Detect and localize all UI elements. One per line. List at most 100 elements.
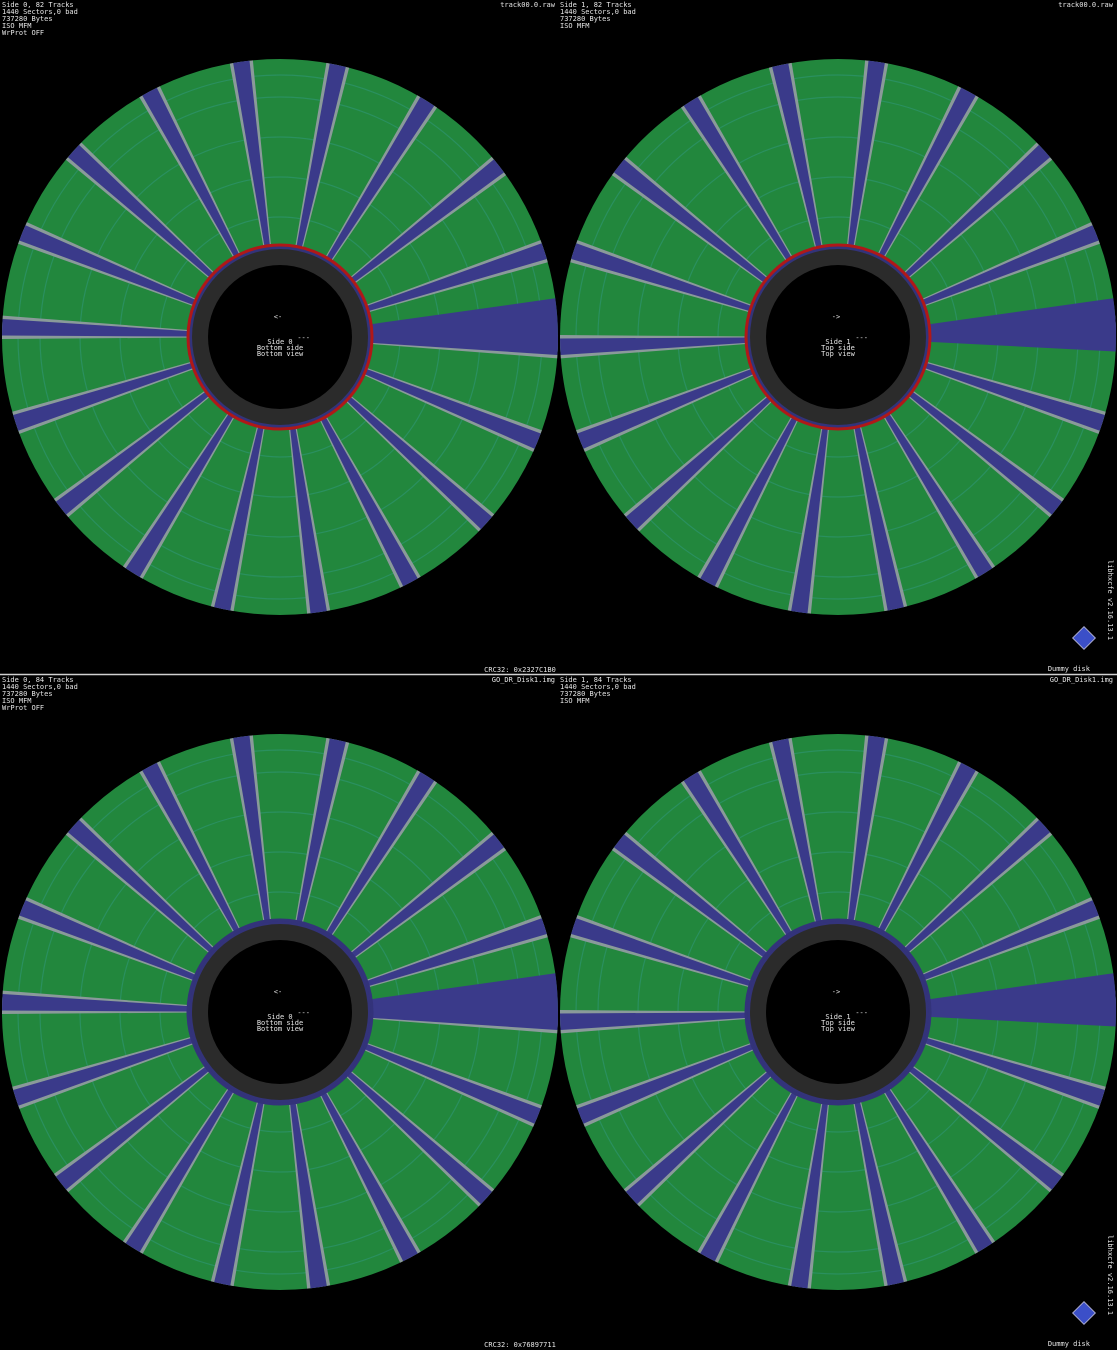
sector-gap — [577, 368, 754, 449]
sector-gap — [366, 918, 547, 987]
sector-gap — [296, 738, 346, 923]
sector-gap — [214, 1101, 264, 1286]
sector-gap — [848, 60, 885, 247]
sector-gap — [854, 426, 904, 611]
sector-gap — [613, 834, 768, 958]
sector-gap — [878, 762, 976, 933]
sector-gap — [320, 1091, 418, 1262]
sector-gap — [2, 994, 189, 1012]
center-label: Top side — [821, 1019, 855, 1027]
sector-gap — [13, 362, 194, 431]
center-label: Top side — [821, 344, 855, 352]
info-line: 1440 Sectors,0 bad — [2, 683, 78, 691]
hub-hole — [766, 940, 910, 1084]
info-line: 1440 Sectors,0 bad — [560, 683, 636, 691]
sector-gap — [791, 1102, 828, 1289]
sector-gap — [19, 225, 196, 306]
sector-gap — [908, 1066, 1063, 1190]
sector-gap — [854, 1101, 904, 1286]
info-line: ISO MFM — [560, 22, 590, 30]
sector-gap — [922, 900, 1099, 981]
center-label: Top view — [821, 1025, 856, 1033]
sector-gap — [296, 63, 346, 248]
sector-gap — [884, 1088, 993, 1253]
sector-gap — [125, 413, 234, 578]
logo — [1071, 625, 1097, 651]
sector-gap — [233, 735, 270, 922]
file-name: GO_DR_Disk1.img — [492, 676, 555, 684]
center-label: --- — [855, 334, 868, 342]
sector-gap — [560, 1012, 747, 1030]
sector-gap — [326, 771, 435, 936]
center-label: Top view — [821, 350, 856, 358]
info-line: 737280 Bytes — [2, 15, 53, 23]
info-line: ISO MFM — [2, 697, 32, 705]
info-line: Side 1, 82 Tracks — [560, 1, 632, 9]
sector-gap — [55, 1066, 210, 1190]
info-line: 737280 Bytes — [2, 690, 53, 698]
sector-gap — [55, 391, 210, 515]
center-label: --- — [855, 1009, 868, 1017]
center-label: -> — [832, 313, 840, 321]
sector-gap — [290, 1102, 327, 1289]
file-name: track00.0.raw — [1058, 1, 1114, 9]
center-label: Bottom side — [257, 1019, 303, 1027]
disk-name: Dummy disk — [1048, 665, 1091, 673]
info-line: 737280 Bytes — [560, 690, 611, 698]
info-line: ISO MFM — [2, 22, 32, 30]
sector-gap — [233, 60, 270, 247]
info-line: Side 1, 84 Tracks — [560, 676, 632, 684]
sector-gap — [908, 391, 1063, 515]
sector-gap — [13, 1037, 194, 1106]
sector-gap — [924, 362, 1105, 431]
info-line: WrProt OFF — [2, 704, 44, 712]
center-label: Bottom view — [257, 350, 304, 358]
sector-gap — [67, 819, 214, 953]
center-label: Side 0 — [267, 1013, 292, 1021]
sector-gap — [848, 735, 885, 922]
version-label: libhxcfe v2.16.13.1 — [1106, 560, 1114, 640]
info-line: ISO MFM — [560, 697, 590, 705]
sector-gap — [142, 762, 240, 933]
hub-hole — [766, 265, 910, 409]
sector-gap — [791, 427, 828, 614]
sector-gap — [67, 144, 214, 278]
sector-gap — [683, 96, 792, 261]
hub-hole — [208, 940, 352, 1084]
sector-gap — [700, 416, 798, 587]
center-label: Side 1 — [825, 1013, 850, 1021]
sector-gap — [364, 368, 541, 449]
sector-gap — [125, 1088, 234, 1253]
sector-gap — [625, 396, 772, 530]
sector-gap — [878, 87, 976, 258]
sector-gap — [904, 819, 1051, 953]
sector-gap — [19, 900, 196, 981]
center-label: Side 1 — [825, 338, 850, 346]
sector-gap — [346, 396, 493, 530]
sector-gap — [350, 159, 505, 283]
center-label: Side 0 — [267, 338, 292, 346]
sector-gap — [350, 834, 505, 958]
center-label: Bottom side — [257, 344, 303, 352]
sector-gap — [700, 1091, 798, 1262]
sector-gap — [2, 319, 189, 337]
logo — [1071, 1300, 1097, 1326]
sector-gap — [320, 416, 418, 587]
center-label: Bottom view — [257, 1025, 304, 1033]
sector-gap — [625, 1071, 772, 1205]
disk-name: Dummy disk — [1048, 1340, 1091, 1348]
sector-gap — [613, 159, 768, 283]
version-label: libhxcfe v2.16.13.1 — [1106, 1235, 1114, 1315]
file-name: track00.0.raw — [500, 1, 556, 9]
sector-gap — [214, 426, 264, 611]
sector-gap — [884, 413, 993, 578]
info-line: Side 0, 82 Tracks — [2, 1, 74, 9]
index-wedge — [371, 298, 559, 352]
center-label: --- — [297, 334, 310, 342]
sector-gap — [290, 427, 327, 614]
crc-label: CRC32: 0x2327C1B0 — [484, 666, 556, 674]
